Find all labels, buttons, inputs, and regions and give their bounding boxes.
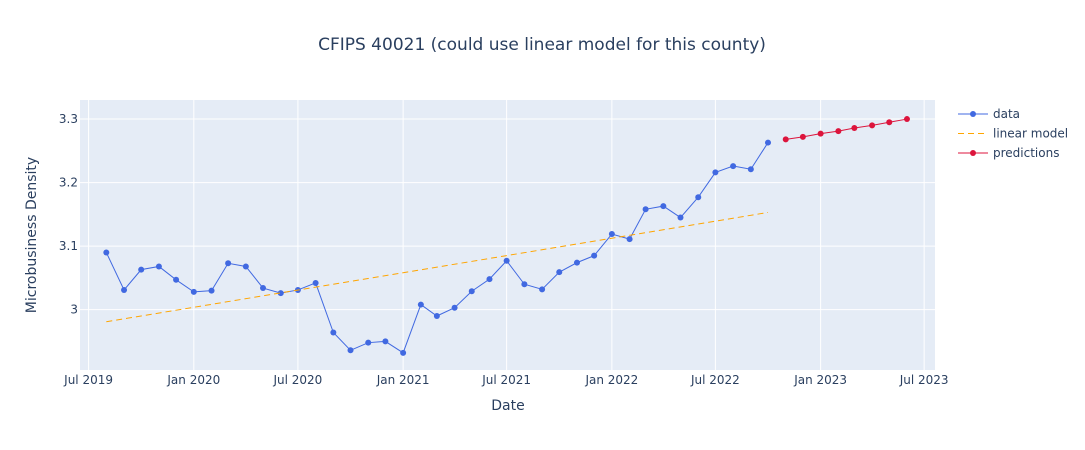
legend-label: data (993, 107, 1020, 121)
data-point[interactable] (869, 122, 876, 129)
data-point[interactable] (277, 290, 284, 297)
data-point[interactable] (190, 288, 197, 295)
data-point[interactable] (451, 304, 458, 311)
series-data (103, 139, 772, 356)
data-point[interactable] (851, 124, 858, 131)
x-tick-label: Jul 2021 (481, 373, 531, 387)
legend-marker (970, 111, 976, 117)
y-tick-label: 3.2 (59, 176, 78, 190)
data-point[interactable] (208, 287, 215, 294)
data-point[interactable] (782, 136, 789, 143)
x-axis-title: Date (491, 398, 524, 414)
x-tick-label: Jul 2023 (899, 373, 949, 387)
y-axis-title: Microbusiness Density (24, 157, 40, 313)
data-point[interactable] (433, 313, 440, 319)
data-point[interactable] (677, 214, 684, 221)
data-point[interactable] (521, 281, 528, 288)
data-point[interactable] (642, 206, 649, 213)
legend-item[interactable]: linear model (958, 127, 1068, 141)
data-point[interactable] (747, 166, 754, 173)
data-point[interactable] (573, 259, 580, 266)
data-point[interactable] (103, 249, 110, 256)
data-point[interactable] (660, 203, 667, 210)
data-point[interactable] (503, 257, 510, 264)
y-axis-ticks: 3 3.1 3.2 3.3 (59, 112, 78, 317)
legend-item[interactable]: predictions (958, 146, 1059, 160)
data-point[interactable] (138, 266, 145, 273)
x-tick-label: Jan 2021 (376, 373, 430, 387)
data-point[interactable] (695, 194, 702, 201)
y-tick-label: 3.3 (59, 112, 78, 126)
series-predictions (782, 116, 910, 143)
chart-title: CFIPS 40021 (could use linear model for … (318, 35, 766, 55)
data-point[interactable] (608, 231, 615, 238)
data-point[interactable] (591, 252, 598, 259)
data-point[interactable] (365, 339, 372, 346)
series-linear-model (106, 211, 769, 323)
x-axis-ticks: Jul 2019 Jan 2020 Jul 2020 Jan 2021 Jul 2021… (63, 373, 948, 387)
data-point[interactable] (556, 269, 563, 276)
legend-label: linear model (993, 127, 1068, 141)
data-point[interactable] (626, 236, 633, 243)
legend-marker (970, 150, 976, 156)
y-tick-label: 3 (70, 303, 78, 317)
data-point[interactable] (730, 163, 737, 170)
series-layer (103, 116, 910, 356)
data-point[interactable] (173, 276, 180, 283)
plot-background (80, 100, 935, 370)
data-point[interactable] (312, 279, 319, 286)
data-point[interactable] (799, 133, 806, 140)
data-point[interactable] (347, 347, 354, 354)
x-tick-label: Jul 2022 (690, 373, 740, 387)
x-tick-label: Jan 2022 (584, 373, 638, 387)
data-point[interactable] (242, 263, 249, 270)
data-point[interactable] (835, 128, 842, 135)
x-tick-label: Jul 2019 (63, 373, 113, 387)
data-point[interactable] (712, 169, 719, 176)
x-tick-label: Jul 2020 (272, 373, 322, 387)
data-point[interactable] (486, 276, 493, 283)
legend-item[interactable]: data (958, 107, 1020, 121)
data-point[interactable] (382, 338, 389, 345)
data-point[interactable] (155, 263, 162, 270)
y-tick-label: 3.1 (59, 239, 78, 253)
data-point[interactable] (260, 285, 267, 292)
plot-area (80, 100, 935, 370)
data-point[interactable] (400, 349, 407, 356)
data-point[interactable] (417, 301, 424, 308)
legend-label: predictions (993, 146, 1059, 160)
data-point[interactable] (539, 286, 546, 293)
x-tick-label: Jan 2023 (793, 373, 847, 387)
legend[interactable]: data linear model predictions (958, 107, 1068, 160)
y-gridlines (80, 118, 935, 311)
data-point[interactable] (225, 260, 232, 267)
data-point[interactable] (468, 288, 475, 295)
series-line (106, 211, 769, 323)
data-point[interactable] (121, 286, 128, 293)
data-point[interactable] (765, 139, 772, 146)
data-point[interactable] (817, 130, 824, 137)
x-tick-label: Jan 2020 (166, 373, 220, 387)
data-point[interactable] (330, 329, 337, 336)
data-point[interactable] (903, 116, 910, 123)
data-point[interactable] (886, 119, 893, 126)
